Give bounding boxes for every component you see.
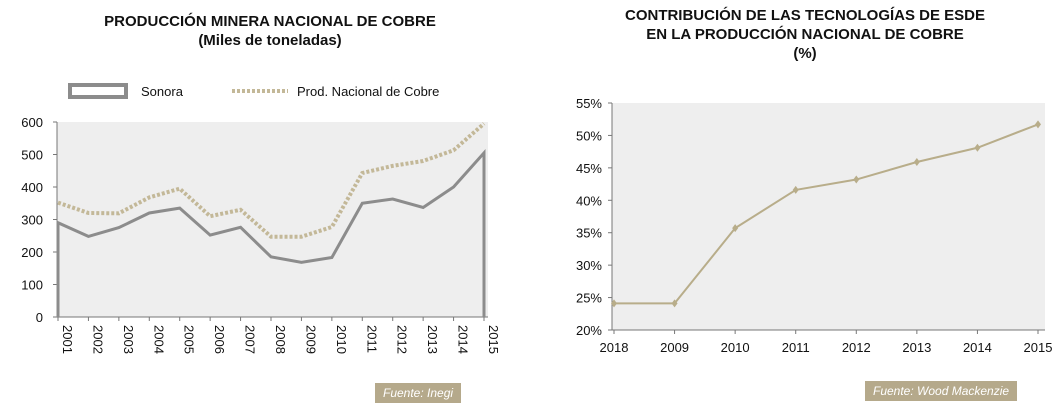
esde-data-point: [792, 185, 799, 194]
esde-data-point: [732, 224, 739, 233]
left-y-tick-label: 500: [21, 148, 43, 163]
left-y-tick-label: 300: [21, 213, 43, 228]
right-plot-area: [612, 103, 1045, 330]
left-chart-subtitle: (Miles de toneladas): [198, 32, 342, 49]
esde-data-point: [974, 143, 981, 152]
left-x-tick-label: 2005: [182, 325, 197, 354]
right-x-tick-label: 2011: [782, 340, 810, 355]
left-y-tick-label: 400: [21, 180, 43, 195]
right-x-tick-label: 2012: [842, 340, 871, 355]
left-x-tick-label: 2007: [243, 325, 258, 354]
right-x-tick-label: 2010: [721, 340, 750, 355]
right-x-tick-label: 2014: [963, 340, 992, 355]
legend-sonora-swatch: [68, 83, 128, 99]
legend-nacional-label: Prod. Nacional de Cobre: [297, 84, 439, 99]
left-x-tick-label: 2001: [60, 325, 75, 354]
right-x-tick-label: 2009: [660, 340, 689, 355]
left-chart-title-text: PRODUCCIÓN MINERA NACIONAL DE COBRE: [104, 13, 436, 30]
right-source-label: Fuente: Wood Mackenzie: [865, 381, 1018, 401]
esde-data-point: [671, 299, 678, 308]
left-x-tick-label: 2009: [303, 325, 318, 354]
right-x-tick-label: 2013: [902, 340, 931, 355]
right-y-tick-label: 35%: [576, 226, 602, 241]
left-x-tick-label: 2014: [456, 325, 471, 354]
left-y-tick-label: 600: [21, 115, 43, 130]
right-y-tick-label: 55%: [576, 96, 602, 111]
right-y-tick-label: 25%: [576, 291, 602, 306]
left-legend: Sonora Prod. Nacional de Cobre: [68, 83, 439, 99]
left-x-tick-label: 2008: [273, 325, 288, 354]
right-y-tick-label: 45%: [576, 161, 602, 176]
left-x-tick-label: 2010: [334, 325, 349, 354]
right-y-tick-label: 20%: [576, 323, 602, 338]
left-x-tick-label: 2011: [364, 325, 379, 353]
esde-data-point: [1035, 120, 1041, 129]
left-source-label: Fuente: Inegi: [375, 383, 462, 403]
right-chart: 20% 25% 30% 35% 40% 45% 50% 55% 2018 2009 2010 2011…: [576, 96, 1052, 355]
left-chart-title: PRODUCCIÓN MINERA NACIONAL DE COBRE (Mil…: [40, 12, 500, 50]
right-chart-title-line1: CONTRIBUCIÓN DE LAS TECNOLOGÍAS DE ESDE: [624, 7, 986, 24]
left-y-tick-label: 0: [36, 310, 43, 325]
left-plot-area: [57, 122, 488, 317]
line-prod-nacional: [57, 122, 486, 239]
right-x-tick-label: 2018: [600, 340, 629, 355]
left-x-tick-label: 2013: [425, 325, 440, 354]
right-chart-subtitle: (%): [793, 45, 817, 62]
right-y-tick-label: 50%: [576, 128, 602, 143]
left-x-tick-label: 2006: [212, 325, 227, 354]
left-y-tick-label: 200: [21, 245, 43, 260]
right-x-tick-label: 2015: [1024, 340, 1053, 355]
right-y-tick-label: 40%: [576, 193, 602, 208]
esde-data-point: [853, 175, 860, 184]
right-y-tick-label: 30%: [576, 258, 602, 273]
line-esde-contribution: [614, 123, 1039, 305]
line-sonora: [56, 148, 486, 317]
left-x-tick-label: 2015: [486, 325, 501, 354]
esde-data-point: [611, 299, 617, 308]
right-chart-title-line2: EN LA PRODUCCIÓN NACIONAL DE COBRE: [646, 26, 964, 43]
right-chart-title: CONTRIBUCIÓN DE LAS TECNOLOGÍAS DE ESDE …: [575, 6, 1035, 63]
left-y-tick-label: 100: [21, 278, 43, 293]
left-x-tick-label: 2003: [121, 325, 136, 354]
left-x-tick-label: 2004: [151, 325, 166, 354]
legend-sonora-label: Sonora: [141, 84, 184, 99]
esde-data-point: [913, 158, 920, 167]
left-chart: 0 100 200 300 400 500 600 2001 2002 2003 2004 2005 2…: [21, 115, 501, 354]
left-x-tick-label: 2002: [90, 325, 105, 354]
left-x-tick-label: 2012: [395, 325, 410, 354]
